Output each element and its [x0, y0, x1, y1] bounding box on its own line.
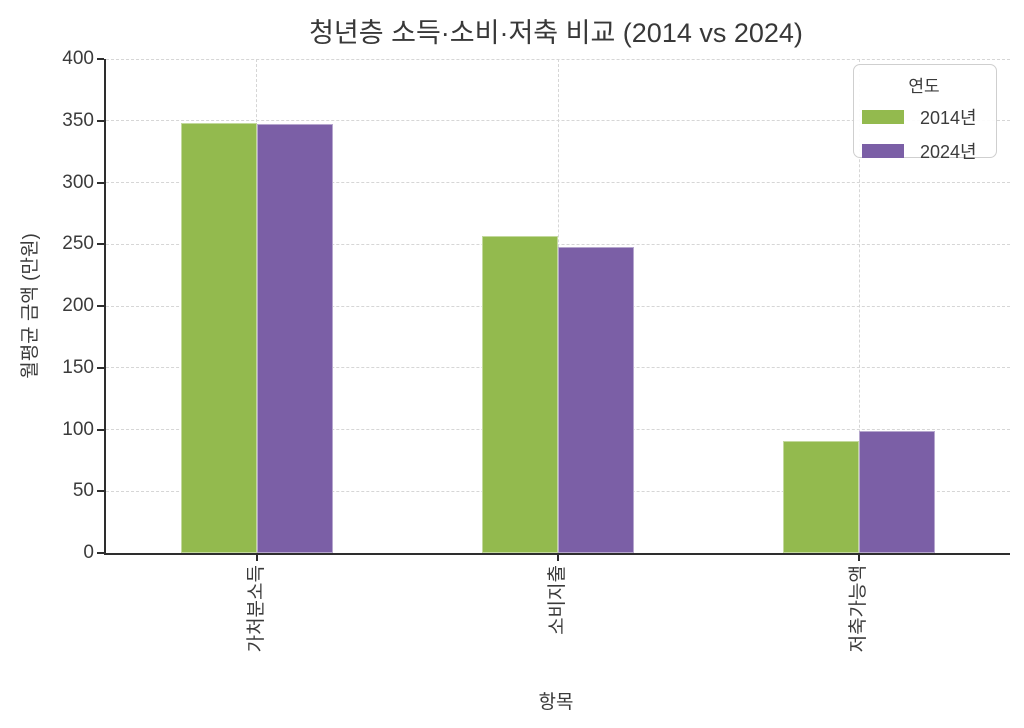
legend-label-2024: 2024년 [920, 142, 977, 162]
y-tick-label-100: 100 [62, 418, 94, 440]
y-tick-label-0: 0 [83, 542, 94, 563]
legend-swatch-2024-icon [862, 144, 904, 158]
y-tick-mark-150 [97, 366, 104, 369]
x-tick-mark-0 [255, 555, 258, 561]
y-tick-label-350: 350 [62, 109, 94, 131]
y-tick-label-200: 200 [62, 295, 94, 316]
bar-2014-1 [482, 235, 558, 553]
y-tick-mark-250 [97, 243, 104, 246]
x-tick-mark-2 [858, 555, 861, 561]
y-tick-mark-0 [97, 552, 104, 554]
y-tick-mark-350 [97, 119, 104, 122]
y-tick-mark-400 [97, 58, 104, 60]
y-tick-label-300: 300 [62, 171, 94, 193]
legend-row-2014: 2014년 [862, 104, 986, 130]
y-tick-label-150: 150 [62, 356, 94, 378]
x-tick-label-1: 소비지출 [547, 565, 568, 635]
legend-title: 연도 [908, 77, 940, 96]
y-tick-mark-100 [97, 428, 104, 431]
x-axis-label: 항목 [538, 692, 574, 713]
bar-2024-0 [256, 124, 333, 553]
x-tick-mark-1 [557, 555, 559, 561]
y-tick-label-250: 250 [62, 233, 94, 255]
bar-2024-1 [558, 246, 634, 553]
legend-label-2014: 2014년 [920, 108, 977, 128]
y-tick-mark-200 [97, 305, 104, 307]
legend-swatch-2014-icon [862, 110, 904, 124]
y-tick-label-50: 50 [72, 480, 94, 502]
y-tick-label-400: 400 [62, 48, 94, 69]
x-tick-label-0: 가처분소득 [245, 565, 267, 653]
y-tick-mark-300 [97, 181, 104, 184]
plot-area: 0 50 100 150 200 250 300 350 400 가처분소득 소비지출 저축가능액 [62, 48, 1010, 652]
bar-2014-0 [180, 123, 257, 553]
y-axis-label: 월평균 금액 (만원) [20, 233, 41, 379]
x-tick-label-2: 저축가능액 [848, 565, 870, 653]
gridline-v-2 [858, 59, 860, 553]
legend: 연도 2014년 2024년 [853, 64, 997, 162]
bar-2014-2 [783, 440, 860, 553]
chart-title: 청년층 소득·소비·저축 비교 (2014 vs 2024) [309, 18, 803, 48]
legend-row-2024: 2024년 [862, 138, 986, 164]
y-tick-mark-50 [97, 490, 104, 493]
bar-2024-2 [859, 430, 936, 553]
